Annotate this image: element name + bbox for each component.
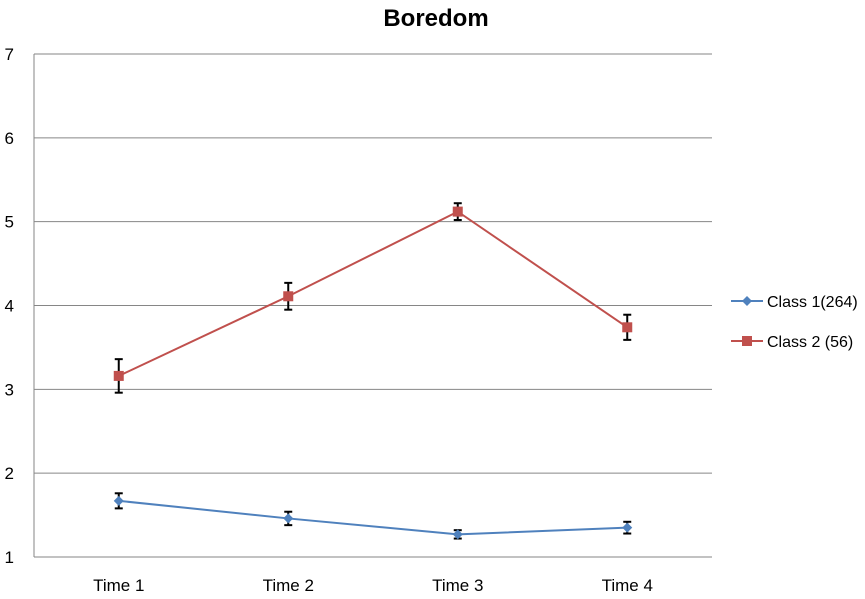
data-point: [622, 322, 633, 333]
y-tick-labels: 1 2 3 4 5 6 7: [5, 45, 14, 567]
legend-marker: [742, 336, 752, 346]
data-point: [622, 522, 633, 533]
x-tick-label: Time 4: [602, 576, 653, 595]
y-tick-label: 4: [5, 297, 14, 316]
legend-label: Class 2 (56): [767, 334, 853, 351]
data-point: [113, 495, 124, 506]
legend-marker: [742, 296, 752, 306]
series-1: [113, 492, 633, 540]
x-tick-labels: Time 1 Time 2 Time 3 Time 4: [93, 576, 653, 595]
y-tick-label: 3: [5, 380, 14, 399]
gridlines: [34, 53, 712, 474]
data-point: [452, 529, 463, 540]
axes: [33, 54, 712, 558]
y-tick-label: 7: [5, 45, 14, 64]
y-tick-label: 6: [5, 129, 14, 148]
data-point: [283, 513, 294, 524]
data-point: [113, 370, 124, 381]
data-point: [452, 206, 463, 217]
x-tick-label: Time 1: [93, 576, 144, 595]
x-tick-label: Time 2: [263, 576, 314, 595]
legend: Class 1(264) Class 2 (56): [731, 294, 858, 351]
y-tick-label: 1: [5, 548, 14, 567]
legend-item-2: Class 2 (56): [731, 334, 853, 351]
series-lines: [113, 202, 633, 540]
legend-item-1: Class 1(264): [731, 294, 858, 311]
series-line: [118, 499, 628, 536]
x-tick-label: Time 3: [432, 576, 483, 595]
data-point: [283, 291, 294, 302]
series-line: [118, 210, 628, 377]
chart-title: Boredom: [383, 5, 488, 32]
y-tick-label: 5: [5, 213, 14, 232]
y-tick-label: 2: [5, 464, 14, 483]
series-2: [113, 202, 633, 394]
legend-label: Class 1(264): [767, 294, 858, 311]
